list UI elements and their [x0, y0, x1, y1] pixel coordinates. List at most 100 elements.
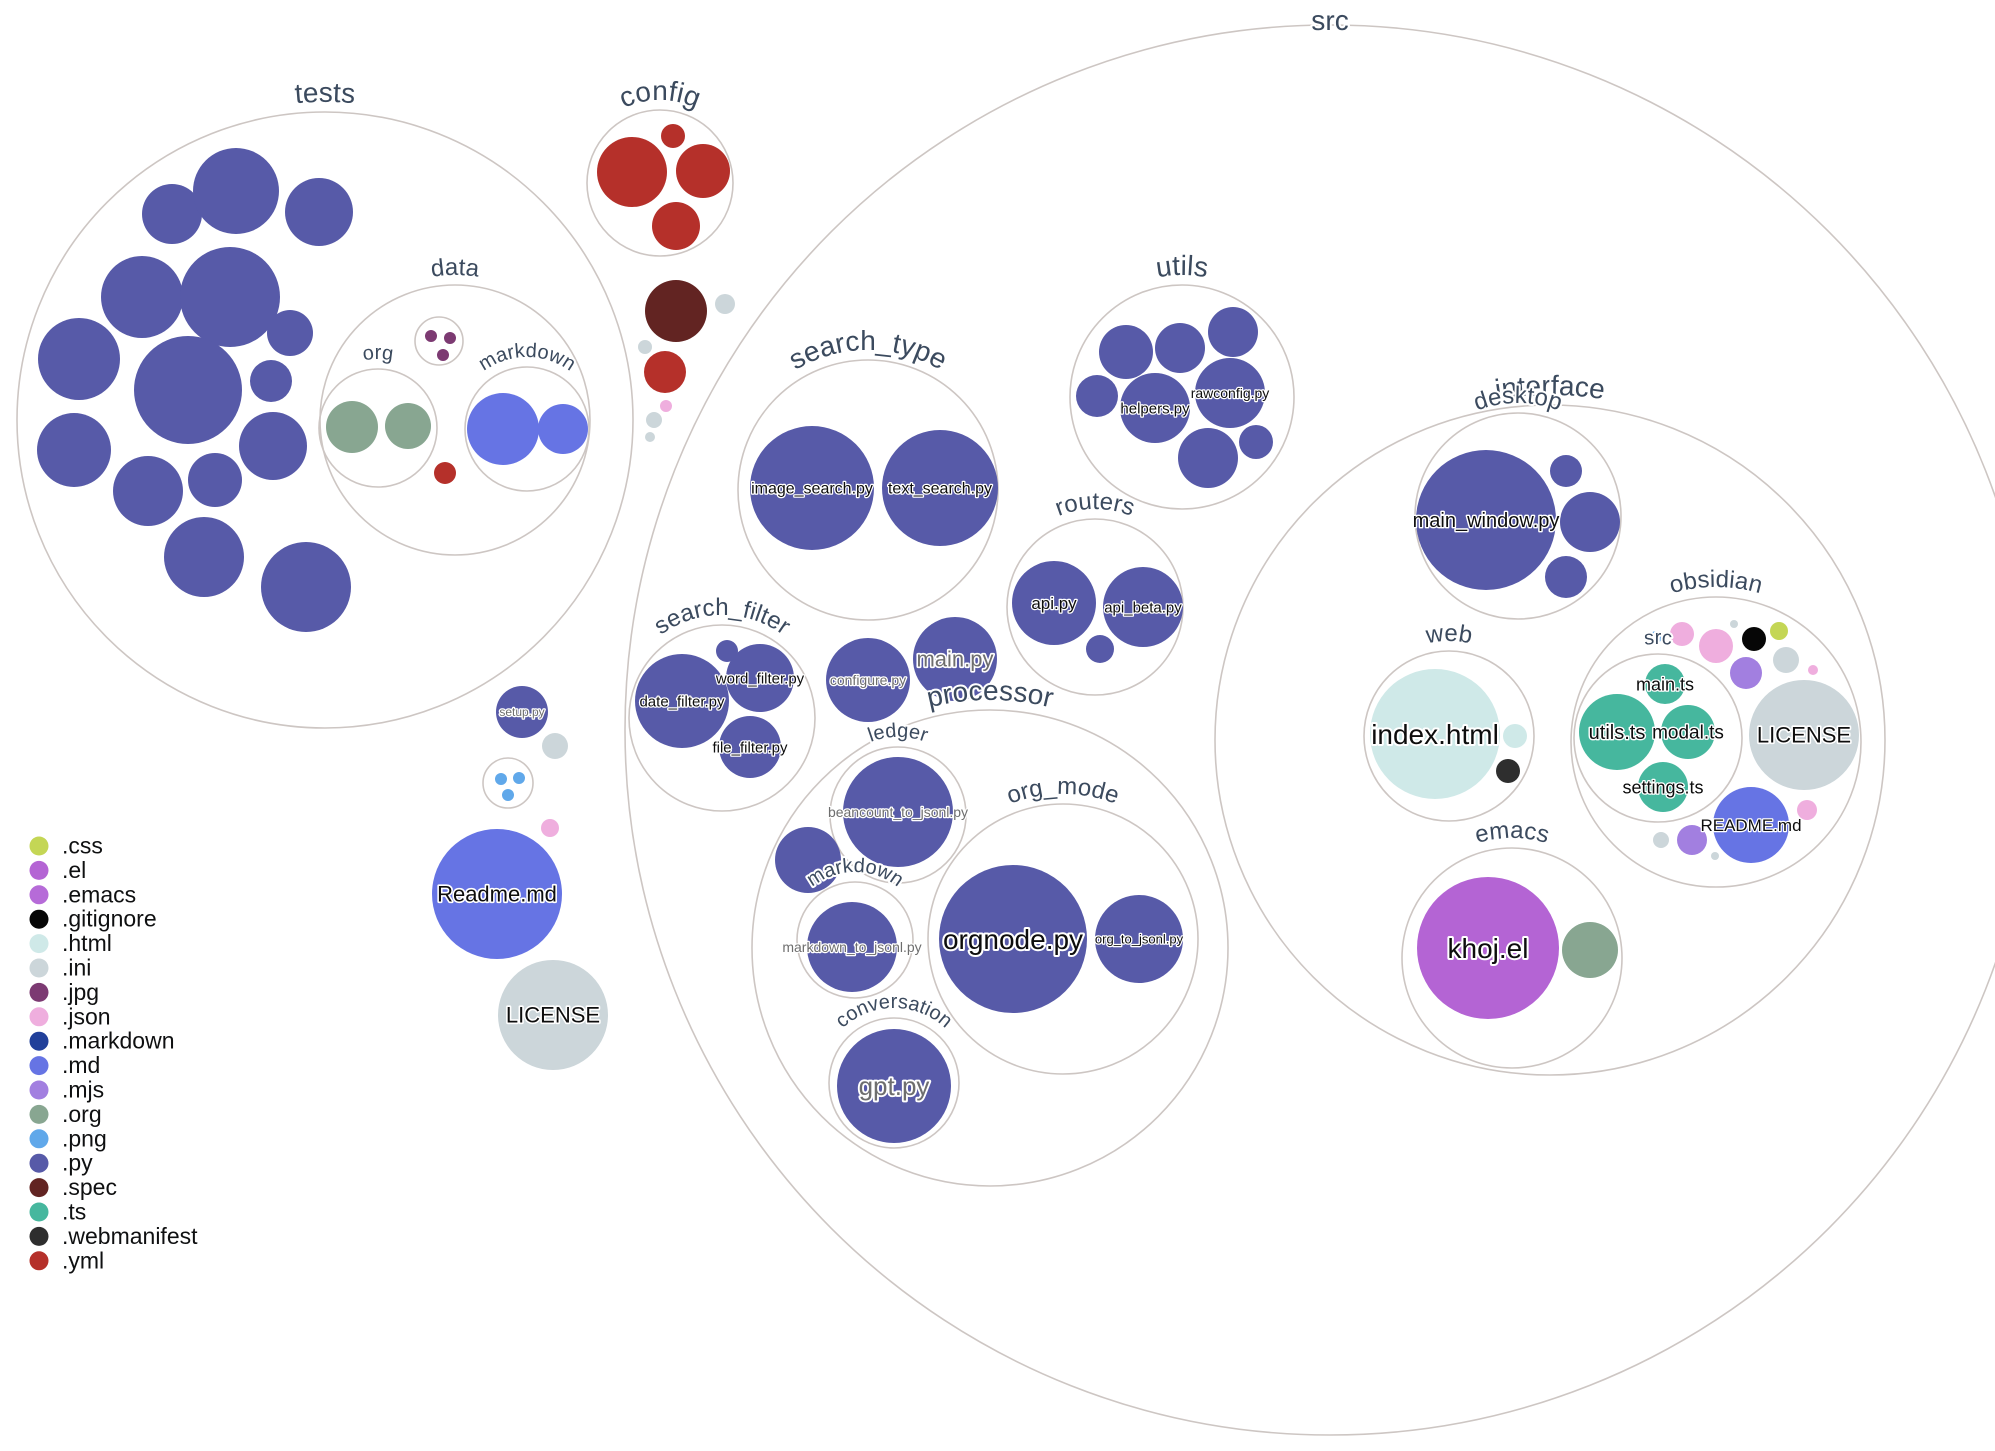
file-khoj.el-circle[interactable]: [1417, 877, 1559, 1019]
py-file-circle[interactable]: [1086, 635, 1114, 663]
file-orgnode.py-circle[interactable]: [939, 865, 1087, 1013]
py-file-circle[interactable]: [193, 148, 279, 234]
json-file-circle[interactable]: [1808, 665, 1818, 675]
file-api.py-circle[interactable]: [1012, 561, 1096, 645]
dir-png-cluster-circle[interactable]: [482, 757, 534, 809]
dir-emacs-circle[interactable]: [1401, 847, 1623, 1069]
json-file-circle[interactable]: [1670, 622, 1694, 646]
file-license-circle[interactable]: [498, 960, 608, 1070]
file-utils.ts-circle[interactable]: [1579, 694, 1655, 770]
py-file-circle[interactable]: [1178, 428, 1238, 488]
file-date-filter.py-circle[interactable]: [635, 654, 729, 748]
dir-org-circle[interactable]: [318, 368, 438, 488]
png-file-circle[interactable]: [502, 789, 514, 801]
py-file-circle[interactable]: [134, 336, 242, 444]
css-file-circle[interactable]: [1770, 622, 1788, 640]
dir-config-circle[interactable]: [586, 109, 734, 257]
yml-file-circle[interactable]: [652, 202, 700, 250]
md-file-circle[interactable]: [467, 393, 539, 465]
file-license-circle[interactable]: [1749, 680, 1859, 790]
dir-conversation-circle[interactable]: [828, 1017, 960, 1149]
json-file-circle[interactable]: [660, 400, 672, 412]
json-file-circle[interactable]: [1797, 800, 1817, 820]
yml-file-circle[interactable]: [676, 144, 730, 198]
dir-jpg-cluster-circle[interactable]: [414, 316, 464, 366]
file-word-filter.py-circle[interactable]: [726, 644, 794, 712]
png-file-circle[interactable]: [495, 773, 507, 785]
file-main-window.py-circle[interactable]: [1416, 450, 1556, 590]
py-file-circle[interactable]: [1155, 323, 1205, 373]
file-settings.ts-circle[interactable]: [1638, 762, 1688, 812]
gitignore-file-circle[interactable]: [1742, 627, 1766, 651]
file-file-filter.py-circle[interactable]: [719, 716, 781, 778]
py-file-circle[interactable]: [113, 456, 183, 526]
ini-file-circle[interactable]: [1711, 852, 1719, 860]
jpg-file-circle[interactable]: [425, 330, 437, 342]
ini-file-circle[interactable]: [542, 733, 568, 759]
py-file-circle[interactable]: [164, 517, 244, 597]
dir-markdown-processor-circle[interactable]: [796, 881, 914, 999]
jpg-file-circle[interactable]: [437, 349, 449, 361]
dir-org_mode-circle[interactable]: [927, 803, 1199, 1075]
org-file-circle[interactable]: [326, 401, 378, 453]
mjs-file-circle[interactable]: [1730, 657, 1762, 689]
yml-file-circle[interactable]: [597, 137, 667, 207]
file-main.ts-circle[interactable]: [1645, 664, 1685, 704]
jpg-file-circle[interactable]: [444, 332, 456, 344]
py-file-circle[interactable]: [37, 413, 111, 487]
html-file-circle[interactable]: [1503, 724, 1527, 748]
spec-file-circle[interactable]: [645, 280, 707, 342]
file-markdown-to-jsonl.py-circle[interactable]: [807, 902, 897, 992]
md-file-circle[interactable]: [538, 404, 588, 454]
file-readme.md-circle[interactable]: [1713, 787, 1789, 863]
py-file-circle[interactable]: [716, 640, 738, 662]
py-file-circle[interactable]: [1208, 307, 1258, 357]
py-file-circle[interactable]: [1545, 556, 1587, 598]
org-file-circle[interactable]: [1562, 922, 1618, 978]
file-rawconfig.py-circle[interactable]: [1195, 358, 1265, 428]
py-file-circle[interactable]: [180, 247, 280, 347]
png-file-circle[interactable]: [1650, 631, 1662, 643]
ini-file-circle[interactable]: [646, 412, 662, 428]
dir-interface-circle[interactable]: [1214, 404, 1886, 1076]
py-file-circle[interactable]: [285, 178, 353, 246]
yml-file-circle[interactable]: [661, 124, 685, 148]
py-file-circle[interactable]: [101, 256, 183, 338]
dir-utils-circle[interactable]: [1069, 284, 1295, 510]
ini-file-circle[interactable]: [715, 294, 735, 314]
yml-file-circle[interactable]: [434, 462, 456, 484]
file-image-search.py-circle[interactable]: [750, 426, 874, 550]
py-file-circle[interactable]: [1076, 375, 1118, 417]
ini-file-circle[interactable]: [645, 432, 655, 442]
file-setup.py-circle[interactable]: [496, 686, 548, 738]
dir-tests-circle[interactable]: [16, 111, 634, 729]
file-readme.md-circle[interactable]: [432, 829, 562, 959]
json-file-circle[interactable]: [541, 819, 559, 837]
file-gpt.py-circle[interactable]: [837, 1029, 951, 1143]
dir-search_filter-circle[interactable]: [628, 624, 816, 812]
dir-markdown-data-circle[interactable]: [464, 366, 590, 492]
dir-src-circle[interactable]: [624, 24, 1995, 1436]
webmanifest-file-circle[interactable]: [1496, 759, 1520, 783]
file-org-to-jsonl.py-circle[interactable]: [1095, 895, 1183, 983]
file-helpers.py-circle[interactable]: [1120, 373, 1190, 443]
ini-file-circle[interactable]: [1773, 647, 1799, 673]
py-file-circle[interactable]: [250, 360, 292, 402]
py-file-circle[interactable]: [267, 310, 313, 356]
png-file-circle[interactable]: [513, 772, 525, 784]
py-file-circle[interactable]: [239, 412, 307, 480]
file-api-beta.py-circle[interactable]: [1103, 567, 1183, 647]
py-file-circle[interactable]: [1550, 455, 1582, 487]
dir-web-circle[interactable]: [1363, 650, 1535, 822]
json-file-circle[interactable]: [1699, 629, 1733, 663]
dir-desktop-circle[interactable]: [1414, 412, 1622, 620]
py-file-circle[interactable]: [1560, 492, 1620, 552]
file-text-search.py-circle[interactable]: [882, 430, 998, 546]
py-file-circle[interactable]: [1099, 325, 1153, 379]
file-configure.py-circle[interactable]: [826, 638, 910, 722]
mjs-file-circle[interactable]: [1677, 825, 1707, 855]
file-main.py-circle[interactable]: [913, 617, 997, 701]
dir-search_type-circle[interactable]: [737, 359, 999, 621]
ini-file-circle[interactable]: [1730, 620, 1738, 628]
dir-src-obsidian-circle[interactable]: [1573, 653, 1743, 823]
